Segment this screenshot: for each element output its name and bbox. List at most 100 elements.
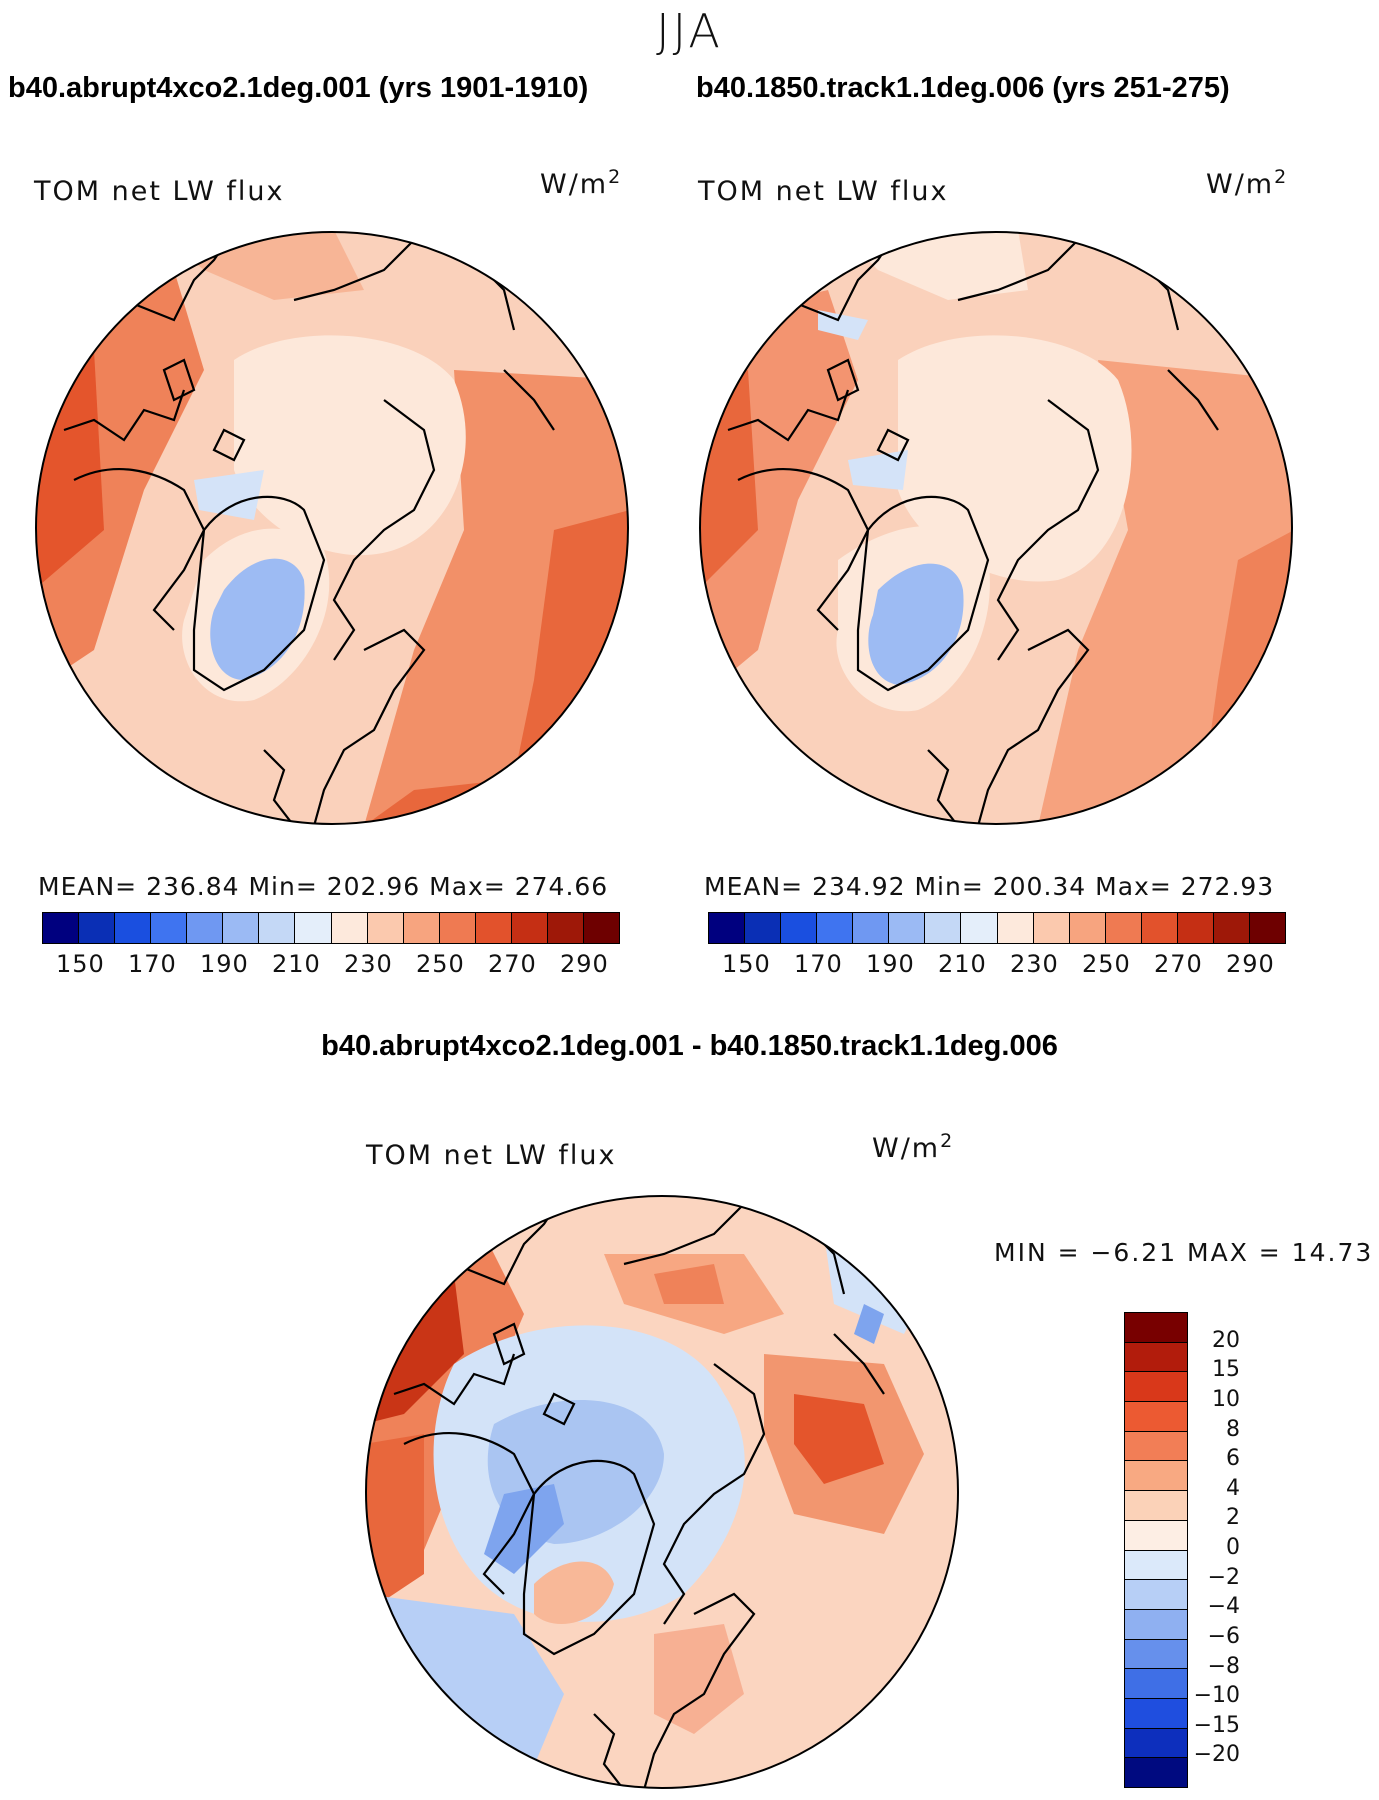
left-polar-map	[35, 231, 629, 825]
colorbar-swatch	[331, 913, 368, 943]
colorbar-swatch	[367, 913, 404, 943]
colorbar-tick-label: −10	[1193, 1683, 1240, 1709]
colorbar-swatch	[1125, 1461, 1187, 1492]
colorbar-tick-label: 250	[416, 950, 465, 978]
difference-title: b40.abrupt4xco2.1deg.001 - b40.1850.trac…	[321, 1030, 1058, 1062]
right-colorbar	[708, 912, 1286, 944]
season-title: JJA	[656, 4, 723, 58]
colorbar-swatch	[475, 913, 512, 943]
colorbar-tick-label: 6	[1226, 1446, 1240, 1472]
colorbar-tick-label: −15	[1193, 1712, 1240, 1738]
right-polar-map	[699, 231, 1293, 825]
colorbar-tick-label: 2	[1226, 1505, 1240, 1531]
colorbar-tick-label: 10	[1212, 1386, 1240, 1412]
colorbar-tick-label: 190	[866, 950, 915, 978]
colorbar-tick-label: −6	[1207, 1623, 1240, 1649]
right-case-title: b40.1850.track1.1deg.006 (yrs 251-275)	[696, 72, 1230, 104]
colorbar-swatch	[1125, 1372, 1187, 1403]
colorbar-swatch	[115, 913, 152, 943]
colorbar-swatch	[295, 913, 332, 943]
left-colorbar	[42, 912, 620, 944]
colorbar-swatch	[547, 913, 584, 943]
left-variable-label: TOM net LW flux	[34, 176, 285, 207]
colorbar-swatch	[1125, 1402, 1187, 1432]
colorbar-tick-label: −20	[1193, 1742, 1240, 1768]
colorbar-tick-label: 290	[560, 950, 609, 978]
colorbar-swatch	[187, 913, 224, 943]
colorbar-swatch	[1125, 1550, 1187, 1581]
diff-colorbar-ticks: 20 15 10 8 6 4 2 0 −2 −4 −6 −8 −10 −15 −20	[1184, 1312, 1244, 1786]
colorbar-swatch	[1069, 913, 1106, 943]
colorbar-swatch	[1125, 1342, 1187, 1373]
colorbar-swatch	[151, 913, 188, 943]
colorbar-tick-label: 20	[1212, 1327, 1240, 1353]
colorbar-swatch	[961, 913, 998, 943]
colorbar-tick-label: 150	[56, 950, 105, 978]
colorbar-swatch	[853, 913, 890, 943]
right-colorbar-ticks: 150 170 190 210 230 250 270 290	[708, 950, 1284, 980]
colorbar-swatch	[1213, 913, 1250, 943]
colorbar-swatch	[1177, 913, 1214, 943]
colorbar-tick-label: 150	[722, 950, 771, 978]
colorbar-swatch	[1125, 1758, 1187, 1787]
colorbar-swatch	[511, 913, 548, 943]
colorbar-swatch	[1125, 1698, 1187, 1729]
colorbar-swatch	[1125, 1580, 1187, 1610]
colorbar-tick-label: 250	[1082, 950, 1131, 978]
colorbar-tick-label: 270	[488, 950, 537, 978]
colorbar-swatch	[1105, 913, 1142, 943]
left-stats: MEAN= 236.84 Min= 202.96 Max= 274.66	[38, 872, 609, 901]
diff-units-label: W/m2	[872, 1130, 955, 1164]
colorbar-swatch	[1125, 1669, 1187, 1699]
colorbar-tick-label: 15	[1212, 1357, 1240, 1383]
colorbar-swatch	[1033, 913, 1070, 943]
colorbar-tick-label: 290	[1226, 950, 1275, 978]
colorbar-swatch	[583, 913, 619, 943]
colorbar-swatch	[223, 913, 260, 943]
colorbar-tick-label: 170	[128, 950, 177, 978]
colorbar-swatch	[1141, 913, 1178, 943]
left-case-title: b40.abrupt4xco2.1deg.001 (yrs 1901-1910)	[8, 72, 589, 104]
colorbar-tick-label: 210	[272, 950, 321, 978]
colorbar-swatch	[781, 913, 818, 943]
difference-polar-map	[365, 1195, 959, 1789]
colorbar-tick-label: 230	[1010, 950, 1059, 978]
colorbar-swatch	[259, 913, 296, 943]
colorbar-swatch	[439, 913, 476, 943]
right-units-label: W/m2	[1206, 166, 1289, 200]
colorbar-tick-label: 8	[1226, 1416, 1240, 1442]
colorbar-swatch	[925, 913, 962, 943]
colorbar-swatch	[1125, 1431, 1187, 1462]
colorbar-swatch	[1125, 1609, 1187, 1640]
colorbar-swatch	[745, 913, 782, 943]
colorbar-tick-label: 190	[200, 950, 249, 978]
left-units-label: W/m2	[540, 166, 623, 200]
diff-stats: MIN = −6.21 MAX = 14.73	[994, 1238, 1374, 1267]
colorbar-tick-label: −2	[1207, 1564, 1240, 1590]
colorbar-swatch	[43, 913, 80, 943]
diff-variable-label: TOM net LW flux	[366, 1140, 617, 1171]
colorbar-tick-label: 270	[1154, 950, 1203, 978]
colorbar-swatch	[1125, 1639, 1187, 1670]
colorbar-swatch	[1249, 913, 1285, 943]
colorbar-swatch	[1125, 1313, 1187, 1343]
colorbar-swatch	[79, 913, 116, 943]
colorbar-tick-label: −8	[1207, 1653, 1240, 1679]
colorbar-swatch	[709, 913, 746, 943]
colorbar-swatch	[403, 913, 440, 943]
colorbar-swatch	[889, 913, 926, 943]
right-stats: MEAN= 234.92 Min= 200.34 Max= 272.93	[704, 872, 1275, 901]
diff-colorbar	[1124, 1312, 1188, 1788]
colorbar-tick-label: 230	[344, 950, 393, 978]
colorbar-tick-label: −4	[1207, 1594, 1240, 1620]
colorbar-swatch	[997, 913, 1034, 943]
colorbar-swatch	[1125, 1728, 1187, 1759]
right-variable-label: TOM net LW flux	[698, 176, 949, 207]
colorbar-tick-label: 210	[938, 950, 987, 978]
left-colorbar-ticks: 150 170 190 210 230 250 270 290	[42, 950, 618, 980]
colorbar-swatch	[1125, 1491, 1187, 1521]
colorbar-tick-label: 170	[794, 950, 843, 978]
colorbar-swatch	[1125, 1520, 1187, 1551]
colorbar-tick-label: 0	[1226, 1535, 1240, 1560]
colorbar-swatch	[817, 913, 854, 943]
